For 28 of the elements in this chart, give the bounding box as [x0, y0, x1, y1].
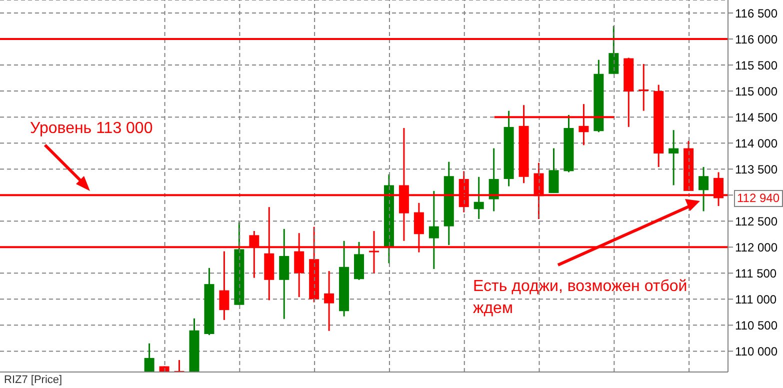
y-tick-label: 115 500	[735, 58, 778, 72]
y-tick-label: 113 500	[735, 162, 778, 176]
annotation: Есть доджи, возможен отбой ждем	[473, 277, 688, 320]
y-tick-label: 111 500	[735, 266, 777, 280]
candlestick	[428, 190, 439, 270]
text: RIZ7 [Price]	[4, 373, 62, 388]
candlestick	[324, 270, 334, 332]
y-tick-label: 112 500	[735, 214, 778, 228]
y-tick-label: 116 000	[735, 32, 778, 46]
candlestick	[698, 166, 709, 212]
candlestick	[548, 148, 559, 194]
annotation: Уровень 113 000	[30, 119, 153, 139]
candlestick	[474, 176, 484, 220]
candlestick	[488, 148, 499, 212]
y-tick-label: 110 500	[735, 318, 778, 332]
candlestick	[219, 250, 230, 321]
candlestick	[279, 228, 290, 320]
y-tick-label: 112 000	[735, 240, 778, 254]
y-tick-label: 114 000	[735, 136, 778, 150]
y-tick-label: 114 500	[735, 110, 778, 124]
y-tick-label: 110 000	[735, 344, 778, 358]
text: 112 940	[734, 190, 782, 207]
candlestick	[668, 129, 679, 186]
candlestick	[638, 63, 649, 112]
y-tick-label: 115 000	[735, 84, 778, 98]
y-tick-label: 111 000	[735, 292, 777, 306]
candlestick	[144, 342, 154, 372]
y-tick-label: 116 500	[735, 6, 778, 20]
